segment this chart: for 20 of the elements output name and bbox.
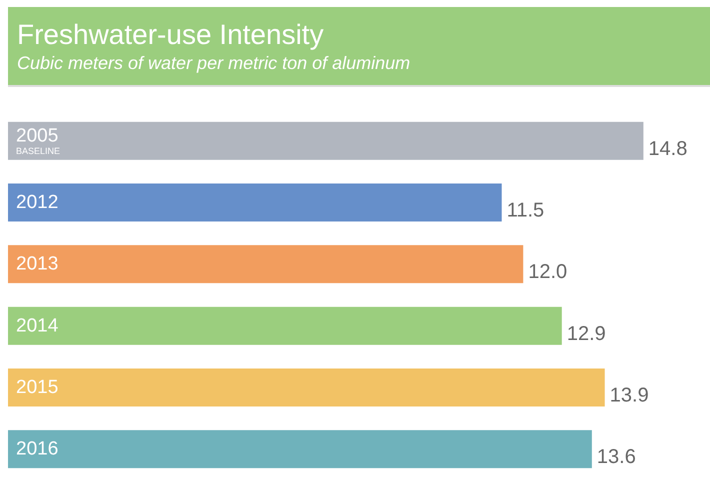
data-label: 12.9 bbox=[566, 322, 606, 345]
bar bbox=[8, 184, 502, 222]
data-label: 14.8 bbox=[648, 138, 688, 160]
y-tick-label: 2012 bbox=[16, 192, 58, 213]
bar bbox=[8, 368, 605, 406]
data-label: 11.5 bbox=[506, 200, 544, 222]
y-tick-label: 2005 BASELINE bbox=[16, 125, 60, 156]
bar bbox=[8, 430, 592, 468]
data-label: 13.9 bbox=[610, 384, 649, 406]
chart-subtitle: Cubic meters of water per metric ton of aluminum bbox=[17, 52, 412, 75]
bar bbox=[8, 306, 562, 345]
y-tick-label: 2013 bbox=[16, 254, 58, 275]
bar bbox=[8, 245, 524, 284]
chart-title: Freshwater-use Intensity bbox=[17, 19, 325, 51]
data-label: 12.0 bbox=[528, 261, 568, 284]
y-tick-label: 2016 bbox=[16, 438, 58, 460]
y-tick-label: 2015 bbox=[16, 377, 58, 398]
y-tick-label: 2014 bbox=[16, 315, 59, 336]
data-label: 13.6 bbox=[596, 446, 636, 468]
bar bbox=[8, 122, 644, 160]
